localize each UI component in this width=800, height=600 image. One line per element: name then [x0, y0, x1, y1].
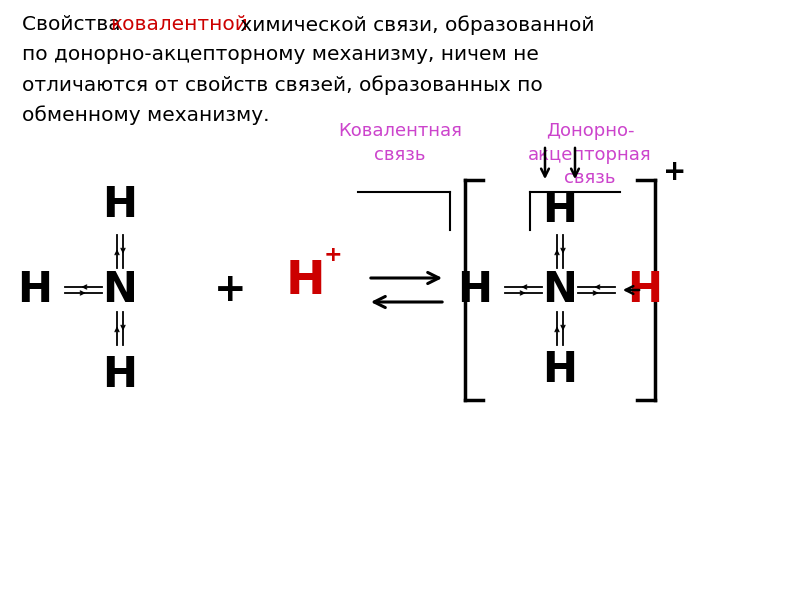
Text: H: H — [102, 354, 138, 396]
Text: Ковалентная
связь: Ковалентная связь — [338, 122, 462, 164]
Text: H: H — [18, 269, 53, 311]
Text: H: H — [285, 259, 325, 304]
Text: H: H — [458, 269, 493, 311]
Text: N: N — [542, 269, 578, 311]
Text: N: N — [102, 269, 138, 311]
Text: H: H — [542, 189, 578, 231]
Text: отличаются от свойств связей, образованных по: отличаются от свойств связей, образованн… — [22, 75, 542, 95]
Text: Свойства: Свойства — [22, 15, 127, 34]
Text: Донорно-
акцепторная
связь: Донорно- акцепторная связь — [528, 122, 652, 187]
Text: +: + — [324, 245, 342, 265]
Text: +: + — [663, 158, 686, 186]
Text: H: H — [627, 269, 662, 311]
Text: H: H — [542, 349, 578, 391]
Text: H: H — [102, 184, 138, 226]
Text: по донорно-акцепторному механизму, ничем не: по донорно-акцепторному механизму, ничем… — [22, 45, 539, 64]
Text: химической связи, образованной: химической связи, образованной — [234, 15, 594, 35]
Text: ковалентной: ковалентной — [110, 15, 248, 34]
Text: +: + — [214, 271, 246, 309]
Text: обменному механизму.: обменному механизму. — [22, 105, 270, 125]
